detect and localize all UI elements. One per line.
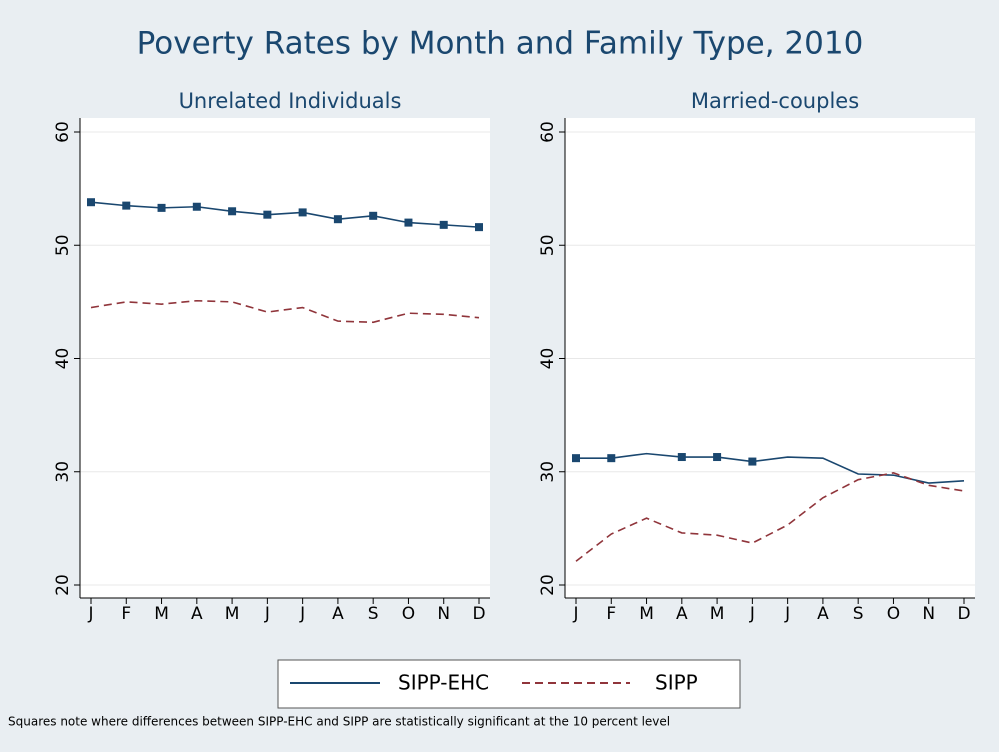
x-tick-label: D bbox=[957, 604, 970, 624]
chart-title: Poverty Rates by Month and Family Type, … bbox=[137, 26, 864, 62]
significance-marker bbox=[228, 207, 237, 216]
series-line bbox=[90, 299, 480, 324]
significance-marker bbox=[333, 215, 342, 224]
significance-marker bbox=[607, 454, 616, 463]
significance-marker bbox=[263, 210, 272, 219]
y-tick-label: 50 bbox=[538, 234, 558, 256]
x-tick-label: A bbox=[817, 604, 829, 624]
significance-marker bbox=[748, 457, 757, 466]
y-tick-label: 30 bbox=[538, 461, 558, 483]
x-tick-label: O bbox=[402, 604, 415, 624]
significance-marker bbox=[87, 198, 95, 207]
x-tick-label: A bbox=[191, 604, 203, 624]
x-tick-label: M bbox=[710, 604, 725, 624]
x-tick-label: J bbox=[749, 604, 755, 624]
x-tick-label: M bbox=[154, 604, 169, 624]
x-tick-label: N bbox=[437, 604, 450, 624]
significance-marker bbox=[122, 201, 131, 210]
x-tick-label: J bbox=[299, 604, 305, 624]
x-tick-label: M bbox=[225, 604, 240, 624]
x-tick-label: S bbox=[368, 604, 379, 624]
legend-label: SIPP-EHC bbox=[398, 671, 489, 695]
significance-marker bbox=[475, 223, 483, 232]
y-tick-label: 40 bbox=[538, 348, 558, 370]
y-tick-label: 40 bbox=[53, 348, 73, 370]
x-tick-label: F bbox=[121, 604, 131, 624]
y-tick-label: 20 bbox=[53, 574, 73, 596]
x-tick-label: M bbox=[639, 604, 654, 624]
y-tick-label: 60 bbox=[53, 121, 73, 143]
significance-marker bbox=[404, 218, 413, 227]
x-tick-label: N bbox=[922, 604, 935, 624]
x-tick-label: D bbox=[472, 604, 485, 624]
significance-marker bbox=[298, 208, 307, 217]
significance-marker bbox=[572, 454, 580, 463]
panel-title: Unrelated Individuals bbox=[179, 89, 402, 113]
x-tick-label: S bbox=[853, 604, 864, 624]
significance-marker bbox=[369, 211, 378, 220]
legend-label: SIPP bbox=[655, 671, 698, 695]
x-tick-label: J bbox=[87, 604, 93, 624]
significance-marker bbox=[713, 453, 722, 462]
series-line bbox=[575, 472, 965, 562]
x-tick-label: J bbox=[784, 604, 790, 624]
y-tick-label: 60 bbox=[538, 121, 558, 143]
x-tick-label: F bbox=[606, 604, 616, 624]
panel-title: Married-couples bbox=[691, 89, 859, 113]
x-tick-label: O bbox=[887, 604, 900, 624]
significance-marker bbox=[157, 203, 166, 212]
series-line bbox=[90, 201, 480, 228]
x-tick-label: A bbox=[676, 604, 688, 624]
x-tick-label: J bbox=[264, 604, 270, 624]
y-tick-label: 20 bbox=[538, 574, 558, 596]
note: Squares note where differences between S… bbox=[8, 715, 670, 729]
x-tick-label: J bbox=[572, 604, 578, 624]
significance-marker bbox=[677, 453, 686, 462]
significance-marker bbox=[439, 220, 448, 229]
y-tick-label: 30 bbox=[53, 461, 73, 483]
y-tick-label: 50 bbox=[53, 234, 73, 256]
x-tick-label: A bbox=[332, 604, 344, 624]
series-line bbox=[576, 452, 965, 484]
significance-marker bbox=[192, 202, 201, 211]
